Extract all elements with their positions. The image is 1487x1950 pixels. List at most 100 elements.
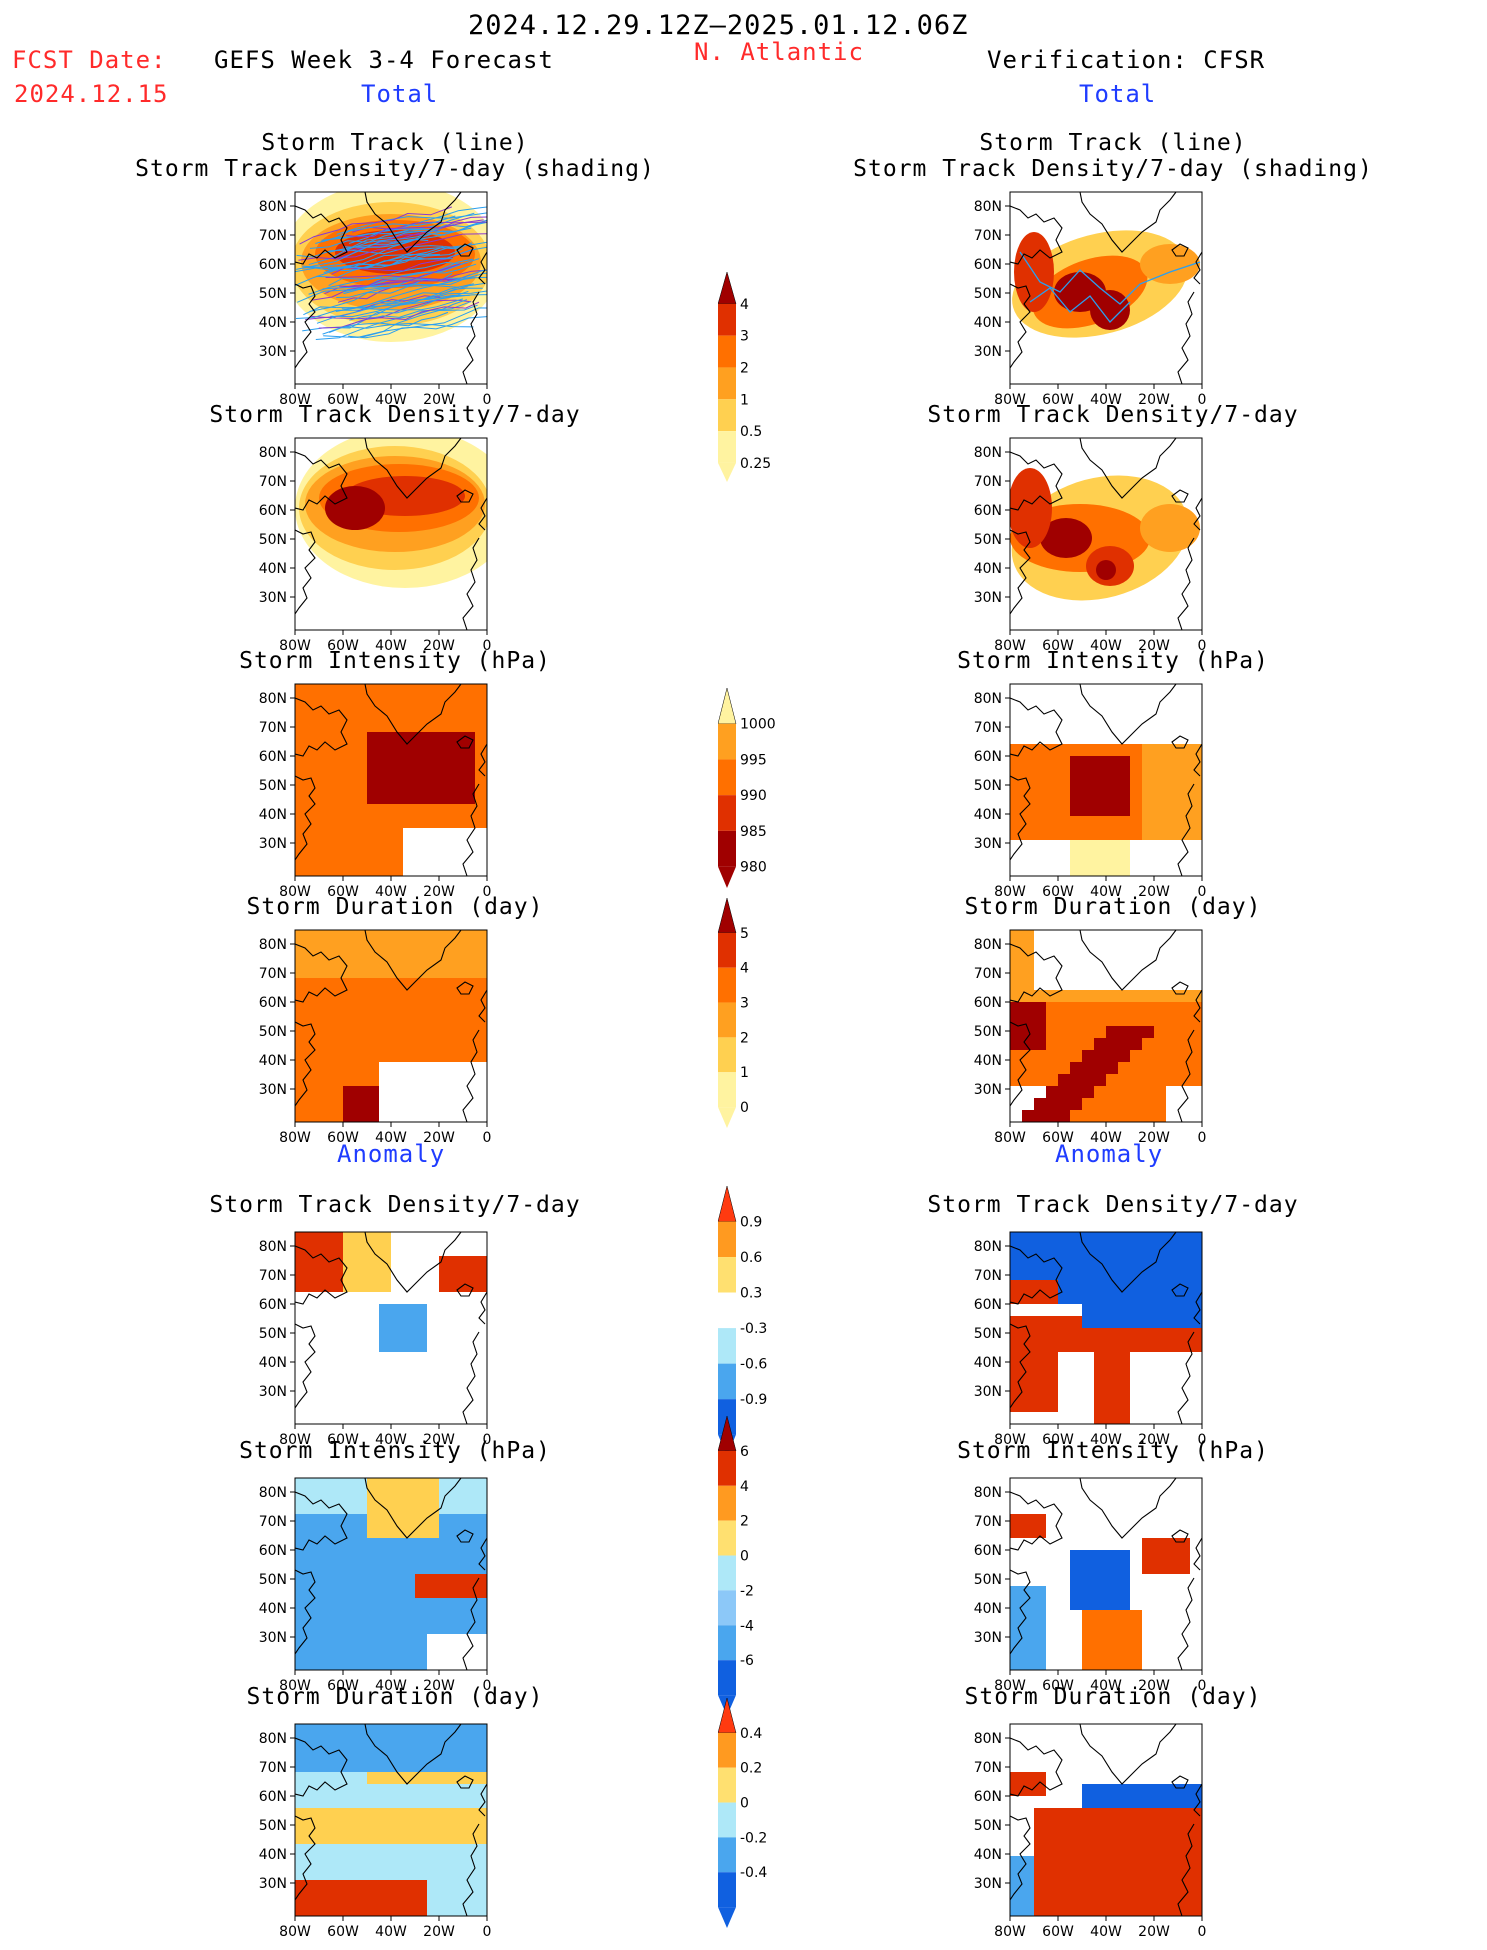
left-intensity-anomaly-map-lon-tick: 20W (423, 1678, 455, 1694)
left-density-anomaly-map-lat-tick: 50N (259, 1326, 287, 1342)
duration-total-colorbar-segment (717, 897, 737, 934)
left-intensity-map-lat-tick: 80N (259, 691, 287, 707)
right-duration-anomaly-map-lat-tick: 30N (974, 1876, 1002, 1892)
right-duration-anomaly-map-lon-tick: 20W (1138, 1924, 1170, 1940)
left-density-map-lat-tick: 60N (259, 503, 287, 519)
right-density-anomaly-map-lon-tick: 80W (994, 1432, 1026, 1448)
density-anomaly-colorbar-segment (718, 1363, 736, 1400)
right-intensity-anomaly-map-lon-tick: 20W (1138, 1678, 1170, 1694)
duration-total-colorbar-segment (718, 1002, 736, 1038)
right-intensity-map: 80N 70N 60N 50N 40N 30N 80W 60W 40W 20W 0 (950, 674, 1222, 910)
right-density-anomaly-map-lon-tick: 40W (1090, 1432, 1122, 1448)
duration-anomaly-colorbar: 0.4 0.2 0 -0.2 -0.4 (717, 1688, 788, 1942)
intensity-total-colorbar-segment (718, 830, 736, 867)
left-duration-anomaly-map-lat-tick: 60N (259, 1789, 287, 1805)
right-density-anomaly-map-lat-tick: 70N (974, 1268, 1002, 1284)
right-duration-map-lat-tick: 80N (974, 937, 1002, 953)
duration-total-colorbar-segment (718, 1037, 736, 1073)
right-density-map-lat-tick: 40N (974, 561, 1002, 577)
duration-anomaly-colorbar-segment (718, 1767, 736, 1803)
left-duration-map-lon-tick: 60W (327, 1130, 359, 1146)
fcst-date-label: FCST Date: (12, 46, 167, 74)
left-density-map-lon-tick: 40W (375, 638, 407, 654)
left-intensity-map-lon-tick: 80W (279, 884, 311, 900)
duration-total-colorbar-label: 1 (740, 1065, 749, 1081)
intensity-anomaly-colorbar-label: -4 (740, 1618, 754, 1634)
intensity-total-colorbar-label: 995 (740, 752, 767, 768)
left-duration-map-lat-tick: 50N (259, 1024, 287, 1040)
left-total-label: Total (361, 80, 439, 108)
density-total-colorbar-segment (718, 399, 736, 432)
density-anomaly-colorbar-segment (718, 1292, 736, 1329)
left-row5-title: Storm Track Density/7-day (209, 1192, 581, 1218)
left-duration-map-lat-tick: 70N (259, 966, 287, 982)
left-duration-anomaly-map-lon-tick: 80W (279, 1924, 311, 1940)
left-duration-anomaly-map-lon-tick: 0 (483, 1924, 492, 1940)
left-track-lines-map-lat-tick: 30N (259, 344, 287, 360)
right-row3-title: Storm Intensity (hPa) (957, 648, 1269, 674)
left-duration-map-lat-tick: 80N (259, 937, 287, 953)
right-duration-map-lat-tick: 60N (974, 995, 1002, 1011)
left-intensity-map: 80N 70N 60N 50N 40N 30N 80W 60W 40W 20W 0 (235, 674, 507, 910)
right-duration-anomaly-map-lon-tick: 0 (1198, 1924, 1207, 1940)
right-intensity-map-lon-tick: 60W (1042, 884, 1074, 900)
right-intensity-map-lon-tick: 0 (1198, 884, 1207, 900)
right-density-map-lat-tick: 30N (974, 590, 1002, 606)
density-total-colorbar-label: 4 (740, 297, 749, 313)
left-intensity-map-lat-tick: 70N (259, 720, 287, 736)
left-track-lines-map-lat-tick: 70N (259, 228, 287, 244)
left-intensity-anomaly-map-lat-tick: 60N (259, 1543, 287, 1559)
left-duration-anomaly-map-lat-tick: 30N (259, 1876, 287, 1892)
density-anomaly-colorbar-label: 0.6 (740, 1250, 762, 1266)
intensity-total-colorbar: 1000 995 990 985 980 (717, 678, 788, 902)
duration-anomaly-colorbar-segment (718, 1802, 736, 1838)
fcst-date-value: 2024.12.15 (14, 80, 169, 108)
left-duration-map: 80N 70N 60N 50N 40N 30N 80W 60W 40W 20W 0 (235, 920, 507, 1156)
duration-anomaly-colorbar-label: 0.2 (740, 1761, 762, 1777)
left-intensity-map-lon-tick: 60W (327, 884, 359, 900)
right-intensity-anomaly-map-lon-tick: 40W (1090, 1678, 1122, 1694)
right-intensity-anomaly-map-lat-tick: 60N (974, 1543, 1002, 1559)
right-duration-anomaly-map-lat-tick: 50N (974, 1818, 1002, 1834)
left-intensity-anomaly-map-lat-tick: 30N (259, 1630, 287, 1646)
right-duration-map: 80N 70N 60N 50N 40N 30N 80W 60W 40W 20W 0 (950, 920, 1222, 1156)
left-density-anomaly-map-lon-tick: 80W (279, 1432, 311, 1448)
density-total-colorbar-segment (717, 271, 737, 305)
duration-total-colorbar-label: 5 (740, 926, 749, 942)
left-intensity-anomaly-map: 80N 70N 60N 50N 40N 30N 80W 60W 40W 20W 0 (235, 1468, 507, 1704)
left-density-map-lat-tick: 50N (259, 532, 287, 548)
right-intensity-map-lat-tick: 30N (974, 836, 1002, 852)
left-duration-map-lat-tick: 40N (259, 1053, 287, 1069)
left-duration-anomaly-map-lat-tick: 70N (259, 1760, 287, 1776)
left-density-anomaly-map: 80N 70N 60N 50N 40N 30N 80W 60W 40W 20W 0 (235, 1222, 507, 1458)
right-duration-anomaly-map-lon-tick: 40W (1090, 1924, 1122, 1940)
left-intensity-anomaly-map-lon-tick: 60W (327, 1678, 359, 1694)
intensity-anomaly-colorbar-label: -6 (740, 1653, 754, 1669)
left-density-map-lon-tick: 80W (279, 638, 311, 654)
right-total-label: Total (1079, 80, 1157, 108)
right-track-lines-map-lon-tick: 0 (1198, 392, 1207, 408)
right-duration-map-lon-tick: 0 (1198, 1130, 1207, 1146)
right-density-anomaly-map-lat-tick: 80N (974, 1239, 1002, 1255)
right-track-lines-map-lon-tick: 40W (1090, 392, 1122, 408)
intensity-anomaly-colorbar-segment (718, 1450, 736, 1486)
right-density-map-lat-tick: 50N (974, 532, 1002, 548)
density-anomaly-colorbar-label: -0.6 (740, 1357, 767, 1373)
left-intensity-map-lon-tick: 40W (375, 884, 407, 900)
left-row4-title: Storm Duration (day) (246, 894, 544, 920)
duration-anomaly-colorbar-label: 0 (740, 1796, 749, 1812)
left-density-map-lat-tick: 40N (259, 561, 287, 577)
left-anomaly-label: Anomaly (337, 1140, 446, 1168)
left-density-map-lon-tick: 60W (327, 638, 359, 654)
density-total-colorbar-segment (718, 335, 736, 368)
left-row1-title-b: Storm Track Density/7-day (shading) (135, 156, 655, 182)
right-intensity-map-lon-tick: 40W (1090, 884, 1122, 900)
left-density-anomaly-map-lat-tick: 40N (259, 1355, 287, 1371)
right-duration-map-lat-tick: 40N (974, 1053, 1002, 1069)
right-row1-title-a: Storm Track (line) (979, 130, 1247, 156)
right-intensity-map-lat-tick: 80N (974, 691, 1002, 707)
left-duration-map-lon-tick: 40W (375, 1130, 407, 1146)
right-duration-map-lon-tick: 40W (1090, 1130, 1122, 1146)
intensity-anomaly-colorbar-segment (718, 1660, 736, 1696)
density-total-colorbar-label: 3 (740, 329, 749, 345)
